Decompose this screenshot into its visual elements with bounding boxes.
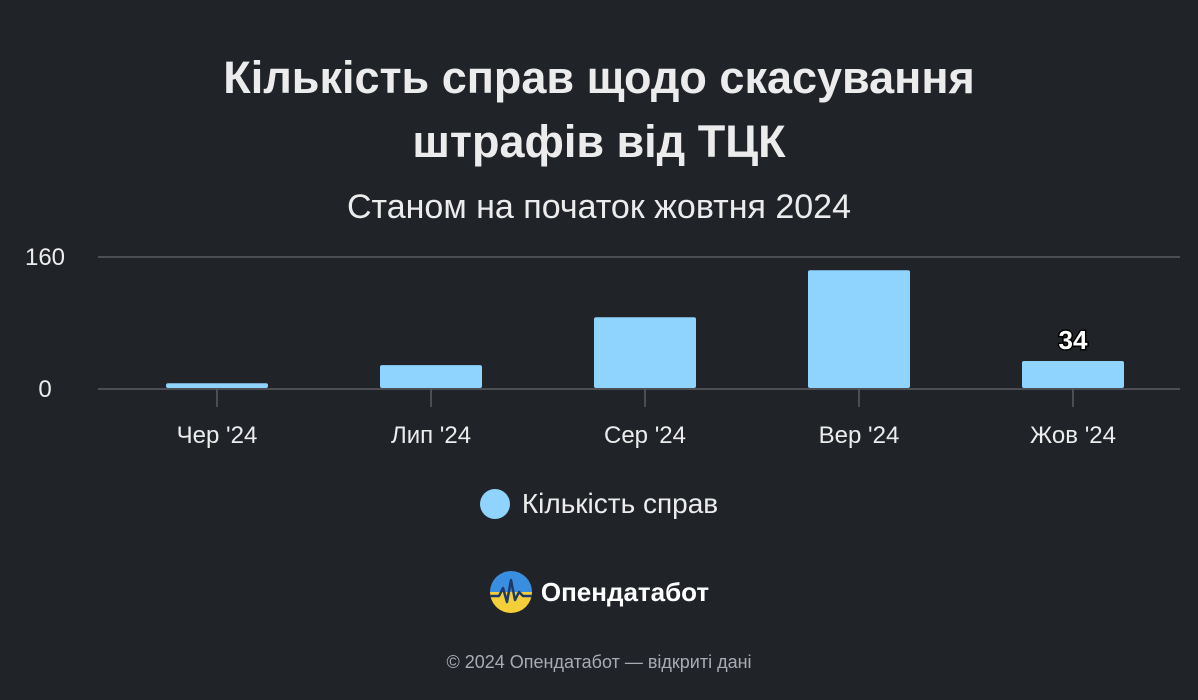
bar-chart: 0 160 Чер '24 Лип '24 Сер '24 Вер '24 Жов '24 3… [25, 244, 1180, 449]
bar [808, 270, 910, 388]
chart-title: Кількість справ щодо скасування штрафів … [0, 46, 1198, 174]
x-tick-label: Лип '24 [391, 422, 471, 449]
y-tick-label: 160 [25, 244, 65, 271]
brand-name: Опендатабот [540, 576, 710, 607]
data-label: 34 [1059, 325, 1088, 355]
chart-legend[interactable]: Кількість справ [0, 488, 1198, 520]
y-tick-label: 0 [38, 376, 51, 403]
chart-title-line-1: Кількість справ щодо скасування [223, 52, 975, 103]
brand: Опендатабот [0, 570, 1198, 614]
bar [1022, 360, 1124, 388]
x-tick-label: Вер '24 [819, 422, 900, 449]
chart-title-line-2: штрафів від ТЦК [412, 116, 786, 167]
copyright-text: © 2024 Опендатабот — відкриті дані [446, 652, 752, 672]
legend-marker [479, 489, 510, 519]
bar [380, 365, 482, 388]
legend-label: Кількість справ [521, 488, 719, 519]
x-tick-label: Сер '24 [604, 422, 686, 449]
chart-subtitle: Станом на початок жовтня 2024 [347, 188, 851, 226]
x-tick-label: Жов '24 [1030, 422, 1116, 449]
opendatabot-logo-icon [489, 571, 532, 613]
x-tick-label: Чер '24 [177, 422, 258, 449]
bar [166, 383, 268, 388]
bar [594, 317, 696, 388]
